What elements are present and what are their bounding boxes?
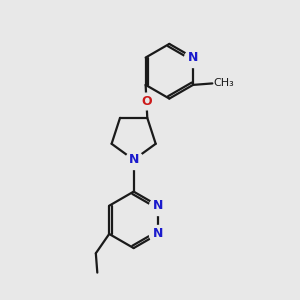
Text: N: N xyxy=(153,199,163,212)
Text: N: N xyxy=(188,51,198,64)
Text: CH₃: CH₃ xyxy=(214,78,234,88)
Text: O: O xyxy=(141,95,152,108)
Text: N: N xyxy=(128,153,139,166)
Text: N: N xyxy=(153,227,163,241)
